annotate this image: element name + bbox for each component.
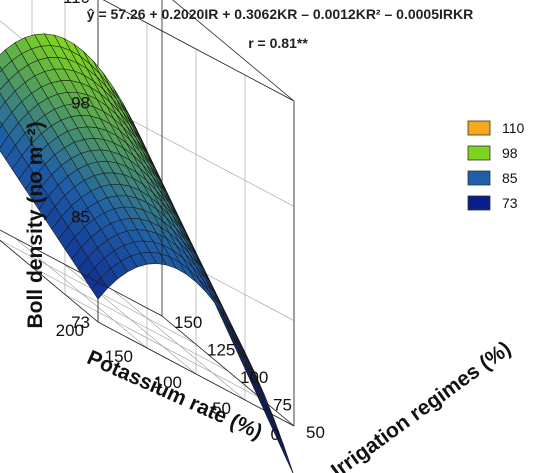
x-tick-label: 125: [207, 341, 235, 360]
surface-cell: [0, 65, 3, 73]
y-tick-label: 50: [212, 399, 231, 418]
y-axis-label: Potassium rate (%): [84, 346, 266, 444]
axes-box-edge: [161, 315, 295, 427]
legend-label: 98: [502, 145, 518, 161]
y-tick-label: 150: [105, 347, 133, 366]
x-tick-label: 50: [306, 423, 325, 442]
legend: 110 98 85 73: [467, 120, 525, 211]
axes-box-edge: [172, 0, 295, 102]
z-tick-label: 85: [71, 208, 90, 227]
x-gridline: [0, 239, 196, 344]
surface-mesh: [0, 33, 294, 473]
z-tick-label: 98: [71, 93, 90, 112]
axes-box-edge: [97, 321, 295, 427]
legend-swatch: [467, 145, 491, 161]
x-axis-label: Irrigation regimes (%): [327, 337, 515, 473]
surface-cell: [277, 432, 294, 473]
y-tick-label: 100: [154, 373, 182, 392]
z-tick-label: 110: [63, 0, 90, 7]
legend-label: 85: [502, 170, 518, 186]
chart-title: ŷ = 57.26 + 0.2020IR + 0.3062KR – 0.0012…: [87, 6, 473, 22]
z-tick-label: 73: [71, 313, 90, 332]
legend-swatch: [467, 195, 491, 211]
axes-box-edge: [0, 239, 99, 323]
axes-box-edge: [0, 229, 163, 317]
axis-ticks: 73 85 98 110 0 50 100 150 200 50 75 100 125 150: [56, 0, 325, 444]
x-tick-label: 150: [174, 313, 202, 332]
axes-box-front: [0, 0, 295, 427]
legend-label: 110: [502, 120, 525, 136]
y-tick-label: 200: [56, 321, 84, 340]
surface-cell: [208, 291, 226, 319]
legend-swatch: [467, 120, 491, 136]
legend-swatch: [467, 170, 491, 186]
z-axis-label: Boll density (no m⁻²): [24, 121, 47, 328]
chart-subtitle: r = 0.81**: [248, 35, 308, 51]
axes-box-edge: [102, 0, 295, 102]
surface-cell: [0, 120, 3, 129]
x-tick-label: 75: [273, 396, 292, 415]
x-tick-label: 100: [240, 368, 268, 387]
y-tick-label: 0: [271, 425, 280, 444]
legend-label: 73: [502, 195, 518, 211]
